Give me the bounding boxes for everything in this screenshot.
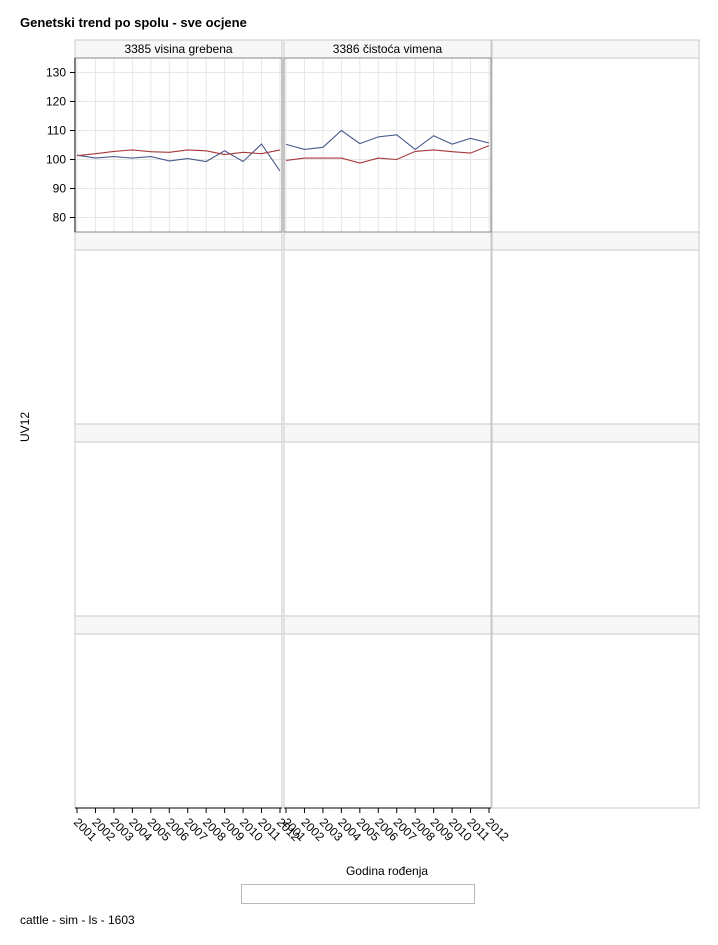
panel-cell xyxy=(283,441,492,617)
panel-frame xyxy=(283,57,492,233)
y-tick-label: 80 xyxy=(53,211,67,225)
panel-cell xyxy=(74,441,283,617)
series-line-f xyxy=(76,149,281,157)
panel-cell xyxy=(74,633,283,809)
series-line-m xyxy=(76,143,281,172)
panel-cell xyxy=(491,633,700,809)
panel-cell xyxy=(491,249,700,425)
panel-label: 3385 visina grebena xyxy=(124,42,232,56)
y-tick-label: 90 xyxy=(53,182,67,196)
panel-cell xyxy=(283,633,492,809)
panel-cell xyxy=(74,57,283,233)
panel-grid-lines xyxy=(284,58,491,232)
panel-header xyxy=(283,615,492,635)
x-axis-title: Godina rođenja xyxy=(346,864,428,878)
panel-header xyxy=(491,615,700,635)
panel-header xyxy=(491,231,700,251)
panel-cell xyxy=(491,57,700,233)
panel-header xyxy=(74,423,283,443)
panel-cell xyxy=(491,441,700,617)
panel-header xyxy=(283,231,492,251)
panel-header xyxy=(491,423,700,443)
y-axis-title: UV12 xyxy=(18,412,32,442)
series-line-f xyxy=(285,145,490,164)
panel-label: 3386 čistoća vimena xyxy=(333,42,443,56)
panel-header xyxy=(491,39,700,59)
chart-title: Genetski trend po spolu - sve ocjene xyxy=(20,15,247,30)
legend xyxy=(241,884,475,904)
panel-header xyxy=(74,615,283,635)
y-tick-label: 100 xyxy=(46,153,66,167)
panel-cell xyxy=(283,57,492,233)
y-tick-label: 130 xyxy=(46,66,66,80)
series-line-m xyxy=(285,129,490,151)
panel-cell xyxy=(283,249,492,425)
panel-header xyxy=(283,423,492,443)
footnote: cattle - sim - ls - 1603 xyxy=(20,913,135,927)
panel-header xyxy=(74,231,283,251)
panel-cell xyxy=(74,249,283,425)
y-tick-label: 120 xyxy=(46,95,66,109)
y-tick-label: 110 xyxy=(47,124,66,138)
